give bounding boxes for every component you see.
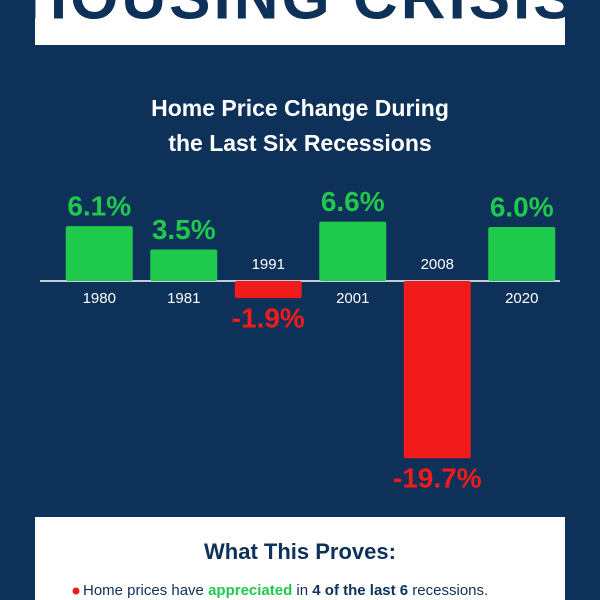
value-label: -1.9% (232, 302, 305, 333)
text: in (292, 582, 312, 599)
x-tick-label: 1991 (252, 256, 285, 273)
value-label: 6.1% (67, 190, 131, 221)
summary-box (35, 517, 565, 600)
bullet-dot (72, 587, 80, 595)
bar (150, 249, 218, 281)
value-label: 6.6% (321, 186, 385, 217)
text: Home prices have (83, 582, 208, 599)
highlight: appreciated (208, 582, 292, 599)
x-tick-label: 1980 (83, 290, 116, 307)
bullet-text: Home prices have appreciated in 4 of the… (83, 582, 488, 599)
text: recessions. (408, 582, 488, 599)
x-tick-label: 2020 (505, 290, 538, 307)
chart-title: the Last Six Recessions (168, 130, 431, 156)
value-label: -19.7% (393, 463, 482, 494)
x-tick-label: 2001 (336, 290, 369, 307)
banner-title: HOUSING CRISIS (22, 0, 577, 32)
value-label: 6.0% (490, 191, 554, 222)
bar (65, 226, 133, 281)
banner-box (35, 0, 565, 45)
chart-title: Home Price Change During (151, 95, 449, 121)
bar (403, 281, 471, 459)
x-tick-label: 2008 (421, 256, 454, 273)
bar (234, 281, 302, 299)
value-label: 3.5% (152, 214, 216, 245)
x-tick-label: 1981 (167, 290, 200, 307)
bar (319, 221, 387, 281)
bar (488, 227, 556, 281)
highlight: 4 of the last 6 (312, 582, 408, 599)
plot: 6.1% 1980 3.5% 1981 -1.9% 1991 6.6% 2001 -19.7% 2… (40, 186, 560, 494)
summary-heading: What This Proves: (204, 539, 396, 564)
